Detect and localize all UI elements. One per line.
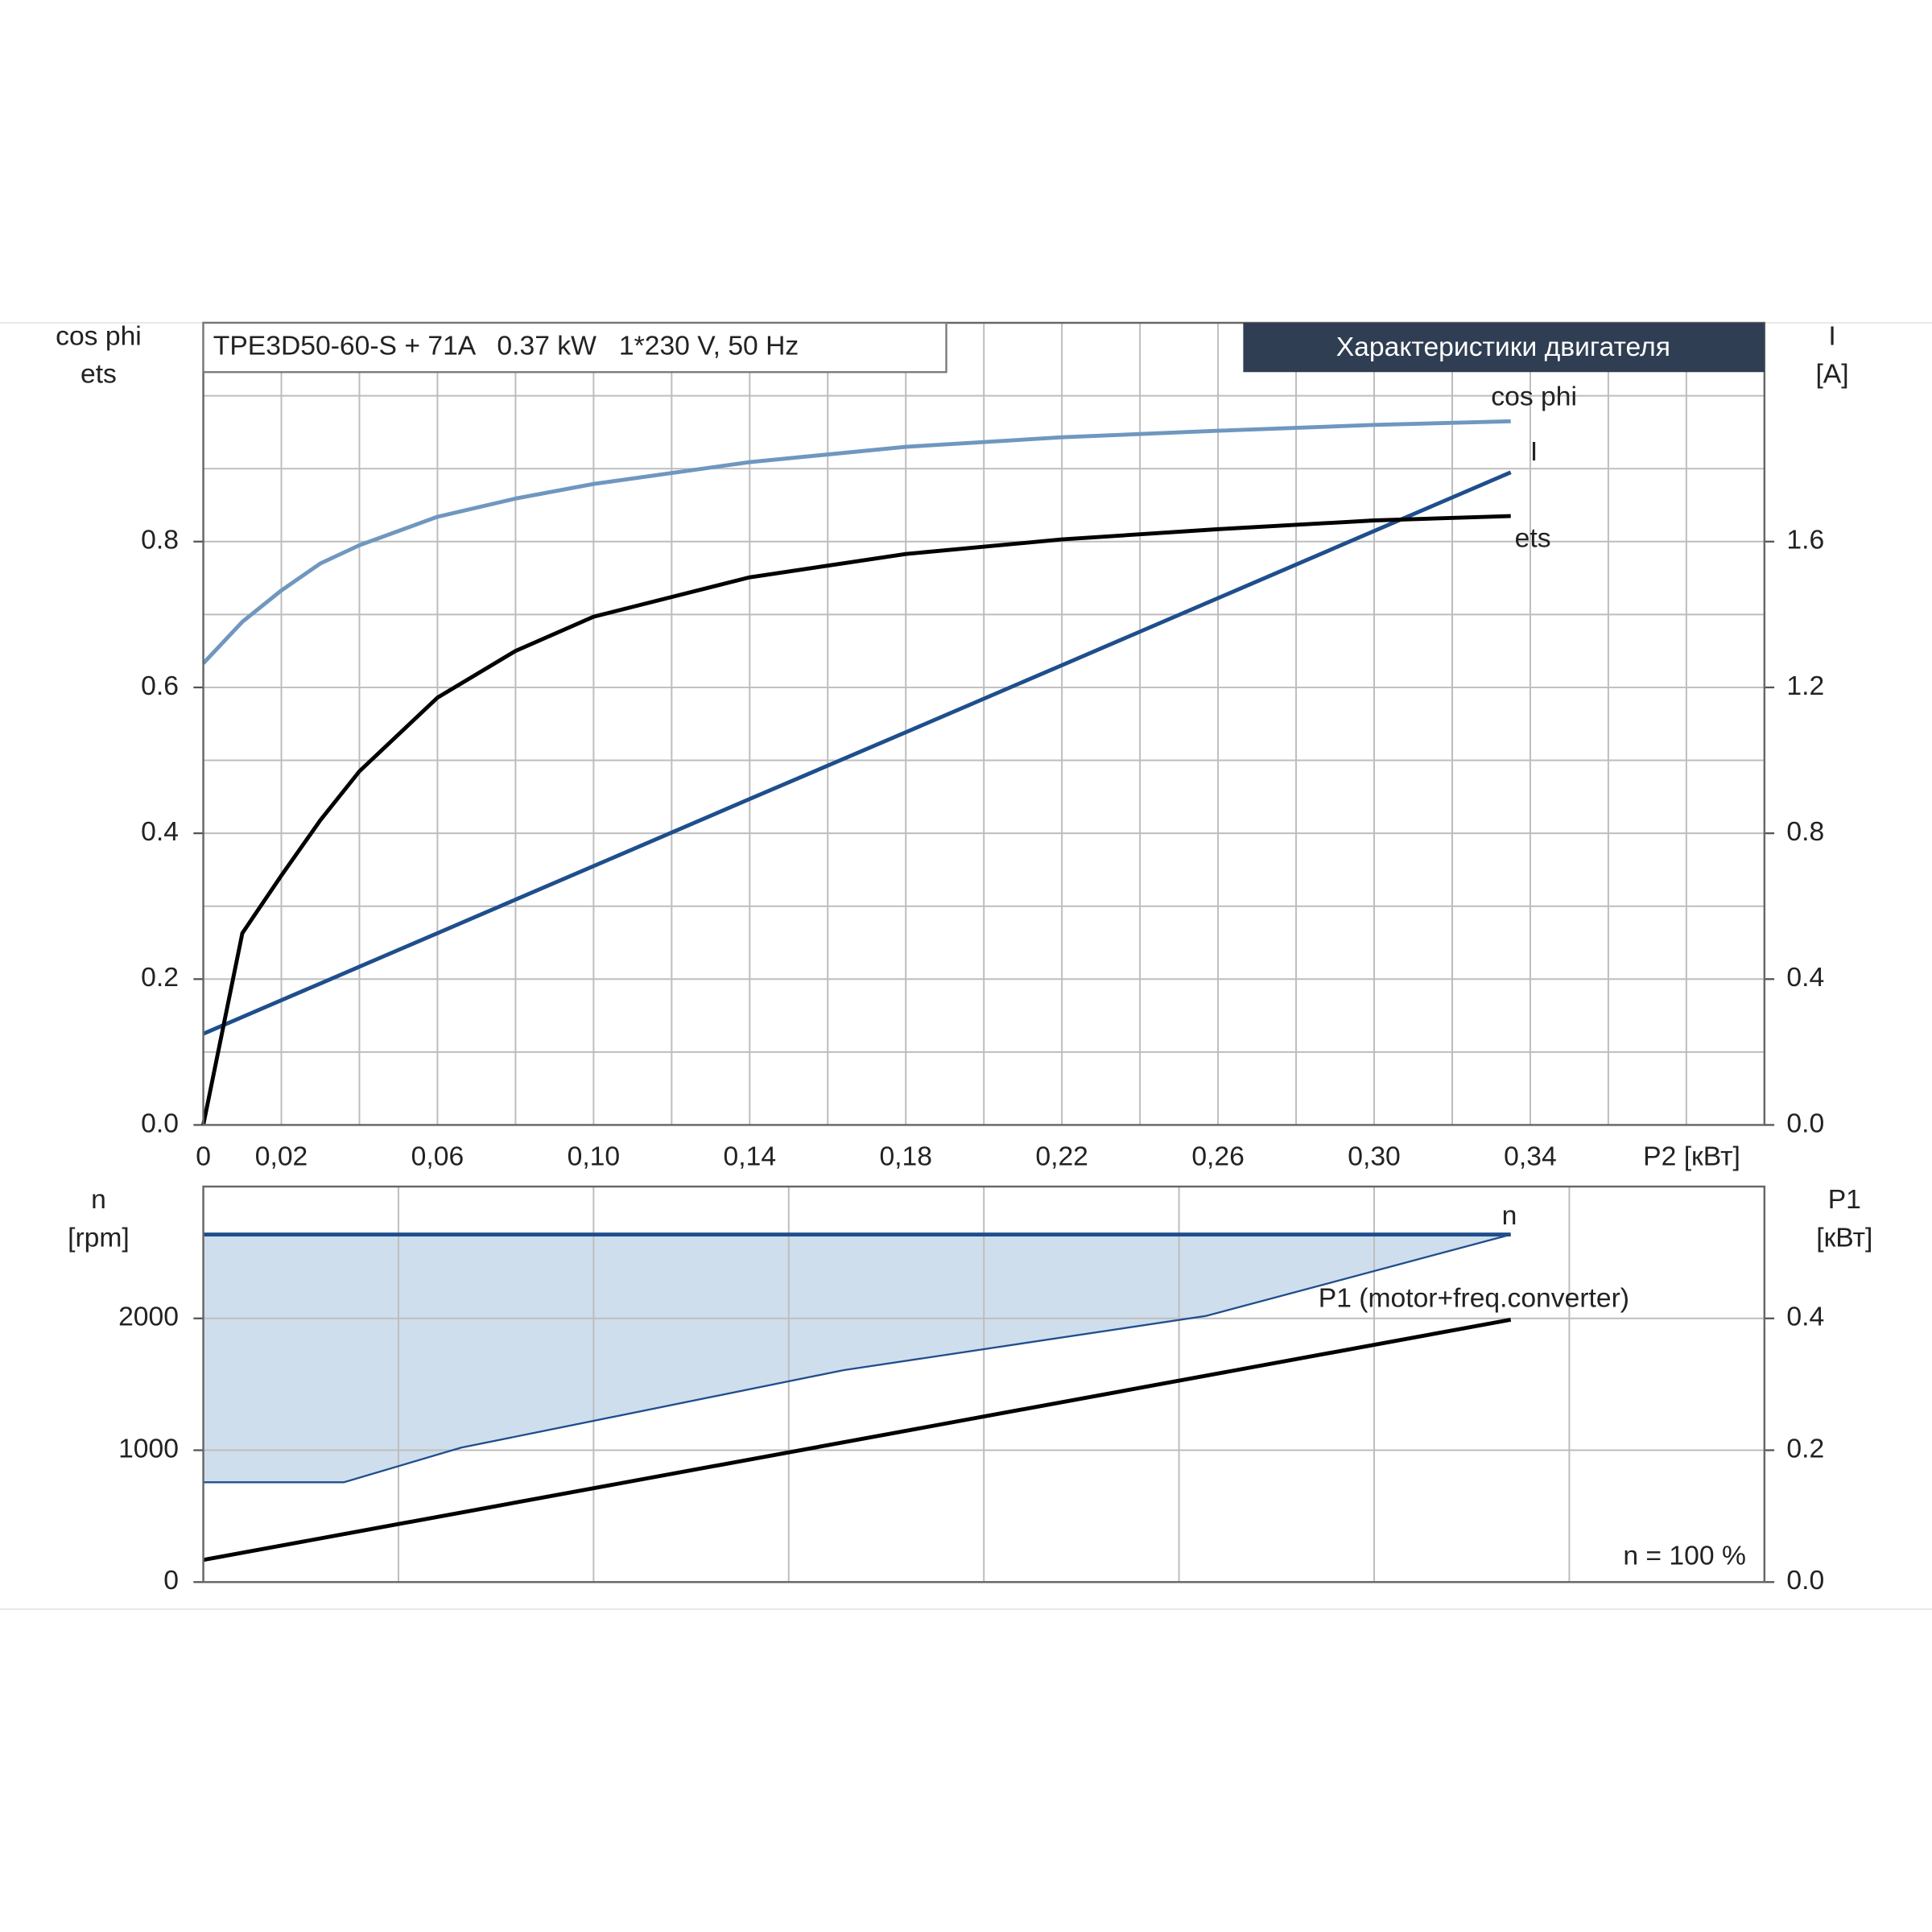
series-label: P1 (motor+freq.converter)	[1319, 1284, 1629, 1314]
subtitle: TPE3D50-60-S + 71A 0.37 kW 1*230 V, 50 H…	[213, 332, 799, 361]
x-tick-label: 0,02	[255, 1142, 308, 1172]
y-tick-label: 0.4	[141, 817, 179, 847]
chart-title: Характеристики двигателя	[1336, 332, 1670, 362]
plot-frame	[202, 1185, 1766, 1583]
series-line	[203, 1317, 1512, 1563]
series-label: I	[1530, 437, 1538, 467]
y-axis-label: [rpm]	[68, 1224, 130, 1253]
y2-tick-label: 0.4	[1786, 1302, 1824, 1332]
y-tick-label: 0.8	[141, 526, 179, 555]
x-axis-label: P2 [кВт]	[1643, 1142, 1740, 1172]
x-tick-label: 0	[196, 1142, 211, 1172]
y-tick-label: 2000	[118, 1302, 179, 1332]
y2-tick-label: 0.4	[1786, 963, 1824, 993]
y2-axis-label: P1	[1828, 1185, 1861, 1215]
y2-tick-label: 0.8	[1786, 817, 1824, 847]
x-tick-label: 0,22	[1035, 1142, 1088, 1172]
x-tick-label: 0,34	[1504, 1142, 1557, 1172]
y-tick-label: 0.0	[141, 1108, 179, 1138]
y2-axis-label: [кВт]	[1816, 1224, 1872, 1253]
y-axis-label: cos phi	[56, 321, 142, 351]
series-line	[201, 419, 1511, 665]
y-tick-label: 0.6	[141, 671, 179, 701]
annotation: n = 100 %	[1623, 1542, 1746, 1571]
y-axis-label: ets	[80, 360, 117, 390]
x-tick-label: 0,06	[411, 1142, 464, 1172]
y-tick-label: 0	[163, 1566, 179, 1596]
series-label: cos phi	[1491, 382, 1577, 411]
x-tick-label: 0,10	[568, 1142, 621, 1172]
series-line	[201, 514, 1511, 1125]
y2-tick-label: 0.0	[1786, 1108, 1824, 1138]
y2-axis-label: I	[1828, 321, 1835, 351]
x-tick-label: 0,26	[1191, 1142, 1245, 1172]
band-edge	[203, 1233, 1511, 1484]
y2-tick-label: 0.0	[1786, 1566, 1824, 1596]
x-tick-label: 0,14	[724, 1142, 777, 1172]
series-label: ets	[1515, 523, 1551, 553]
y2-tick-label: 0.2	[1786, 1434, 1824, 1463]
series-line	[202, 470, 1512, 1036]
y-axis-label: n	[91, 1185, 106, 1215]
x-tick-label: 0,18	[879, 1142, 932, 1172]
x-tick-label: 0,30	[1348, 1142, 1401, 1172]
y-tick-label: 0.2	[141, 963, 179, 993]
y2-tick-label: 1.6	[1786, 526, 1824, 555]
y2-axis-label: [A]	[1815, 360, 1848, 390]
y-tick-label: 1000	[118, 1434, 179, 1463]
title-box	[1243, 323, 1765, 373]
plot-frame	[202, 321, 1766, 1126]
y2-tick-label: 1.2	[1786, 671, 1824, 701]
band-fill	[203, 1234, 1511, 1483]
series-label: n	[1502, 1201, 1517, 1231]
subtitle-box	[202, 321, 947, 374]
